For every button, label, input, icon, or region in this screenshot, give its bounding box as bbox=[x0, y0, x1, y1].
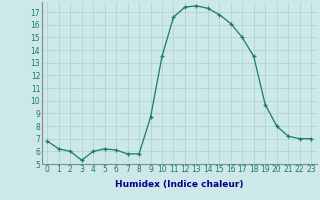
X-axis label: Humidex (Indice chaleur): Humidex (Indice chaleur) bbox=[115, 180, 244, 189]
